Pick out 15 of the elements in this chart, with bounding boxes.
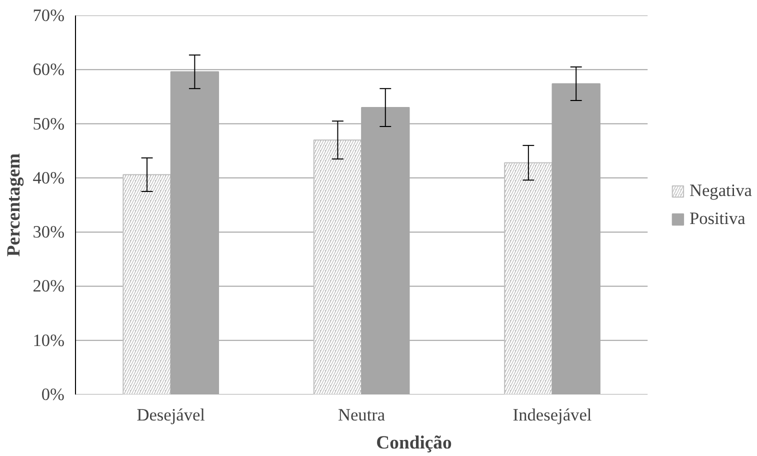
y-tick-label: 50% <box>32 114 65 134</box>
x-axis-title: Condição <box>376 432 452 454</box>
legend-label: Negativa <box>689 180 752 200</box>
y-tick-label: 10% <box>32 330 65 350</box>
x-tick-label: Desejável <box>136 406 206 424</box>
y-tick-label: 30% <box>32 222 65 242</box>
y-tick-label: 60% <box>32 60 65 80</box>
y-tick-label: 20% <box>32 276 65 296</box>
y-tick-label: 0% <box>41 385 65 404</box>
x-tick-label: Indesejável <box>512 406 592 424</box>
x-tick-label: Neutra <box>338 406 386 424</box>
y-tick-label: 70% <box>32 6 65 25</box>
y-tick-label: 40% <box>32 168 65 188</box>
y-axis-title: Percentagem <box>4 152 25 257</box>
legend-label: Positiva <box>689 208 746 228</box>
